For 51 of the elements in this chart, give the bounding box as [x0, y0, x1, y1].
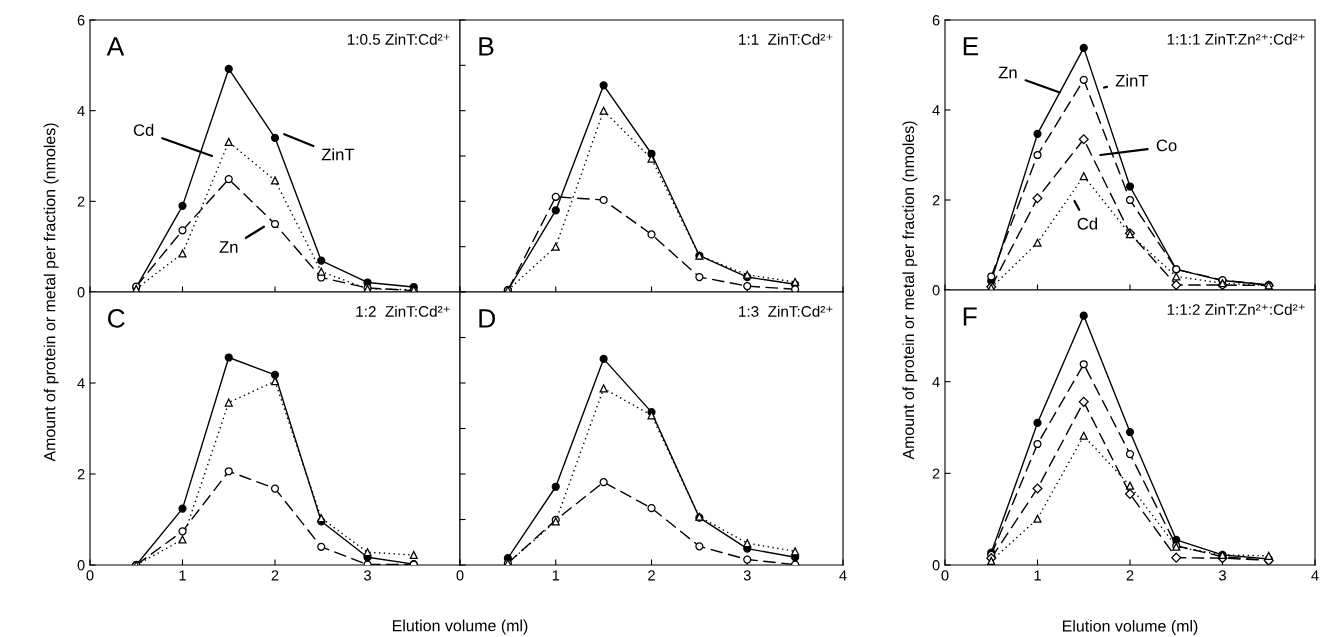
x-axis-title: Elution volume (ml)	[392, 619, 528, 635]
y-tick-label: 0	[77, 287, 85, 298]
text: D	[479, 309, 496, 328]
text: 1:3 ZinT:Cd²⁺	[739, 305, 833, 317]
y-tick-label: 6	[932, 15, 940, 26]
x-tick-label: 2	[271, 570, 279, 581]
x-tick-label: 1	[552, 570, 560, 581]
text: 1:1:2 ZinT:Zn²⁺:Cd²⁺	[1167, 303, 1305, 315]
y-tick-label: 4	[77, 105, 85, 116]
annotation: Cd	[1077, 217, 1098, 230]
chart-title: E	[963, 37, 979, 56]
y-tick-label: 0	[77, 560, 85, 571]
y-axis-title: Amount of protein or metal per fraction (nmoles)	[43, 123, 59, 462]
x-tick-label: 0	[456, 570, 464, 581]
y-tick-label: 0	[932, 285, 940, 296]
y-tick-label: 0	[932, 560, 940, 571]
annotation: ZinT	[1115, 74, 1149, 87]
x-tick-label: 1	[179, 570, 186, 581]
x-tick-label: 1	[1034, 570, 1041, 581]
text: 1:0.5 ZinT:Cd²⁺	[347, 33, 450, 45]
x-tick-label: 2	[1126, 570, 1134, 581]
y-tick-label: 2	[932, 468, 940, 479]
y-tick-label: 4	[932, 105, 940, 116]
annotation: ZinT	[321, 148, 355, 161]
annotation: Zn	[219, 241, 238, 253]
annotation: Co	[1156, 139, 1177, 152]
text: F	[963, 307, 977, 326]
x-tick-label: 4	[839, 570, 847, 581]
x-tick-label: 4	[1311, 570, 1319, 581]
x-tick-label: 0	[86, 570, 94, 581]
y-tick-label: 2	[77, 196, 85, 207]
annotation: Cd	[133, 123, 154, 136]
x-tick-label: 2	[648, 570, 655, 581]
text: C	[107, 309, 125, 328]
text: 1:2 ZinT:Cd²⁺	[356, 305, 450, 317]
y-tick-label: 6	[77, 15, 85, 26]
y-tick-label: 4	[77, 378, 85, 389]
x-tick-label: 3	[364, 570, 371, 581]
annotation: Zn	[998, 66, 1017, 79]
y-axis-title: Amount of protein or metal per fraction (nmoles)	[902, 121, 918, 460]
x-tick-label: 3	[743, 570, 751, 581]
text: 1:1 ZinT:Cd²⁺	[739, 33, 833, 45]
y-tick-label: 2	[932, 195, 940, 206]
text: 1:1:1 ZinT:Zn²⁺:Cd²⁺	[1167, 33, 1305, 45]
chart-title: A	[106, 37, 125, 56]
x-tick-label: 3	[1219, 570, 1226, 581]
x-tick-label: 0	[941, 570, 949, 581]
y-tick-label: 4	[932, 376, 940, 387]
chart-title: B	[479, 37, 494, 56]
y-tick-label: 2	[77, 469, 85, 480]
x-axis-title: Elution volume (ml)	[1062, 620, 1198, 635]
